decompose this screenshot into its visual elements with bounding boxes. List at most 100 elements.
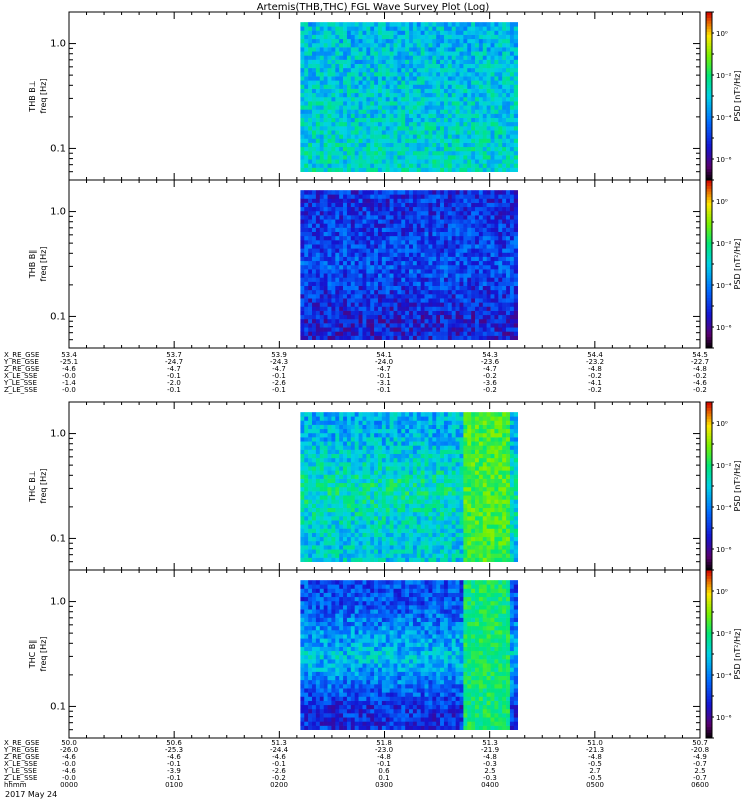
spectrogram-cell [354,545,359,550]
spectrogram-cell [475,194,480,199]
spectrogram-cell [308,190,313,195]
spectrogram-cell [428,96,433,102]
spectrogram-cell [424,235,429,241]
spectrogram-cell [331,314,336,320]
spectrogram-cell [412,134,418,139]
spectrogram-cell [440,302,445,307]
spectrogram-cell [304,130,309,135]
spectrogram-cell [362,545,367,550]
spectrogram-cell [409,524,414,529]
spectrogram-cell [381,318,387,324]
spectrogram-cell [304,285,309,291]
spectrogram-cell [463,520,468,525]
spectrogram-cell [323,289,328,295]
spectrogram-cell [389,109,394,114]
spectrogram-cell [350,26,355,31]
spectrogram-cell [362,80,367,85]
spectrogram-cell [300,30,305,35]
spectrogram-cell [467,310,472,316]
spectrogram-cell [443,138,449,143]
colorbar-segment [706,331,712,335]
spectrogram-cell [335,194,340,199]
spectrogram-cell [459,121,464,127]
spectrogram-cell [312,273,317,278]
spectrogram-cell [471,198,476,203]
spectrogram-cell [498,244,503,249]
spectrogram-cell [475,231,480,237]
spectrogram-cell [424,47,429,52]
spectrogram-cell [327,314,332,320]
spectrogram-cell [467,219,472,224]
spectrogram-cell [389,113,394,118]
spectrogram-cell [366,235,371,241]
spectrogram-cell [405,256,410,262]
spectrogram-cell [513,51,519,56]
spectrogram-cell [471,113,476,118]
spectrogram-cell [335,285,340,291]
spectrogram-cell [397,72,402,77]
spectrogram-cell [420,167,425,172]
spectrogram-cell [513,92,519,98]
spectrogram-cell [335,302,340,307]
spectrogram-cell [343,194,348,199]
spectrogram-cell [327,55,332,60]
spectrogram-cell [397,163,402,168]
spectrogram-cell [506,327,511,332]
spectrogram-cell [377,55,383,60]
spectrogram-cell [478,298,484,303]
spectrogram-cell [482,223,487,228]
spectrogram-cell [350,306,355,311]
spectrogram-cell [443,101,449,106]
colorbar-segment [706,149,712,153]
spectrogram-cell [319,92,324,98]
spectrogram-cell [374,134,379,139]
colorbar-segment [706,269,712,273]
spectrogram-cell [377,163,383,168]
spectrogram-cell [436,109,441,114]
spectrogram-cell [440,105,445,110]
spectrogram-cell [389,524,394,529]
spectrogram-cell [354,84,359,89]
spectrogram-cell [478,101,484,106]
spectrogram-cell [467,30,472,35]
spectrogram-cell [405,294,410,299]
spectrogram-cell [482,47,487,52]
spectrogram-cell [436,310,441,316]
spectrogram-cell [482,524,487,529]
spectrogram-cell [300,318,305,324]
spectrogram-cell [513,223,519,228]
spectrogram-cell [362,101,367,106]
spectrogram-cell [478,520,484,525]
spectrogram-cell [409,130,414,135]
spectrogram-cell [428,130,433,135]
spectrogram-cell [304,113,309,118]
spectrogram-cell [308,167,313,172]
spectrogram-cell [494,42,499,48]
spectrogram-cell [432,92,437,98]
spectrogram-cell [381,520,387,525]
spectrogram-cell [377,190,383,195]
spectrogram-cell [327,146,332,152]
spectrogram-cell [389,22,394,27]
spectrogram-cell [432,277,437,282]
spectrogram-cell [440,231,445,237]
spectrogram-cell [374,285,379,291]
spectrogram-cell [447,76,453,81]
spectrogram-cell [366,314,371,320]
spectrogram-cell [412,38,418,44]
spectrogram-cell [339,273,344,278]
spectrogram-cell [513,285,519,291]
spectrogram-cell [455,202,460,208]
spectrogram-cell [405,219,410,224]
spectrogram-cell [502,210,507,216]
spectrogram-cell [459,159,464,164]
spectrogram-cell [389,194,394,199]
spectrogram-cell [385,22,390,27]
spectrogram-cell [346,314,352,320]
spectrogram-cell [498,42,503,48]
spectrogram-cell [300,76,305,81]
spectrogram-cell [327,281,332,286]
spectrogram-cell [475,198,480,203]
spectrogram-cell [315,244,321,249]
spectrogram-cell [366,138,371,143]
